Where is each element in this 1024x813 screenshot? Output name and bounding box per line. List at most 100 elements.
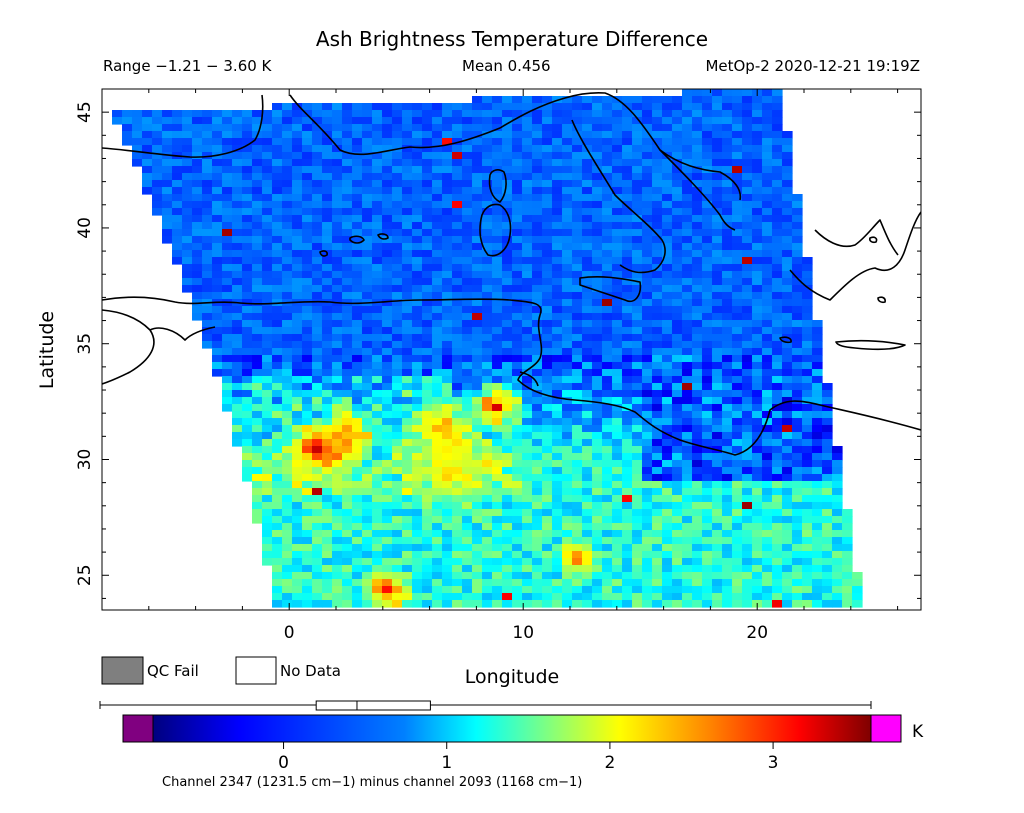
heatmap-cell	[672, 264, 683, 272]
heatmap-cell	[342, 439, 353, 447]
heatmap-cell	[482, 180, 493, 188]
heatmap-cell	[462, 467, 473, 475]
heatmap-cell	[762, 530, 773, 538]
heatmap-cell	[632, 544, 643, 552]
heatmap-cell	[552, 579, 563, 587]
heatmap-cell	[292, 383, 303, 391]
heatmap-cell	[202, 278, 213, 286]
heatmap-cell	[792, 453, 803, 461]
heatmap-cell	[492, 173, 503, 181]
heatmap-cell	[622, 397, 633, 405]
heatmap-cell	[802, 348, 813, 356]
heatmap-cell	[772, 467, 783, 475]
heatmap-cell	[312, 306, 323, 314]
heatmap-cell	[372, 467, 383, 475]
heatmap-cell	[242, 453, 253, 461]
heatmap-cell	[482, 593, 493, 601]
heatmap-cell	[732, 376, 743, 384]
heatmap-cell	[412, 292, 423, 300]
heatmap-cell	[622, 117, 633, 125]
heatmap-cell	[442, 299, 453, 307]
heatmap-cell	[632, 285, 643, 293]
heatmap-cell	[642, 159, 653, 167]
heatmap-cell	[552, 145, 563, 153]
heatmap-cell	[222, 138, 233, 146]
heatmap-cell	[552, 313, 563, 321]
heatmap-cell	[742, 166, 753, 174]
heatmap-cell	[322, 159, 333, 167]
heatmap-cell	[802, 488, 813, 496]
heatmap-cell	[492, 467, 503, 475]
heatmap-cell	[722, 236, 733, 244]
heatmap-cell	[372, 124, 383, 132]
heatmap-cell	[762, 341, 773, 349]
heatmap-cell	[222, 201, 233, 209]
heatmap-cell	[432, 572, 443, 580]
heatmap-cell	[432, 243, 443, 251]
heatmap-cell	[382, 250, 393, 258]
heatmap-cell	[232, 187, 243, 195]
heatmap-cell	[782, 425, 793, 433]
heatmap-cell	[542, 145, 553, 153]
heatmap-cell	[332, 425, 343, 433]
heatmap-cell	[562, 579, 573, 587]
heatmap-cell	[412, 502, 423, 510]
heatmap-cell	[762, 495, 773, 503]
heatmap-cell	[362, 502, 373, 510]
y-tick-label: 35	[75, 333, 95, 355]
heatmap-cell	[632, 586, 643, 594]
heatmap-cell	[212, 285, 223, 293]
heatmap-cell	[782, 292, 793, 300]
heatmap-cell	[662, 537, 673, 545]
heatmap-cell	[402, 369, 413, 377]
heatmap-cell	[632, 474, 643, 482]
heatmap-cell	[442, 271, 453, 279]
heatmap-cell	[422, 537, 433, 545]
heatmap-cell	[762, 117, 773, 125]
heatmap-cell	[512, 208, 523, 216]
heatmap-cell	[382, 530, 393, 538]
heatmap-cell	[672, 425, 683, 433]
heatmap-cell	[692, 446, 703, 454]
heatmap-cell	[242, 467, 253, 475]
heatmap-cell	[782, 460, 793, 468]
heatmap-cell	[352, 551, 363, 559]
heatmap-cell	[682, 278, 693, 286]
heatmap-cell	[622, 502, 633, 510]
heatmap-cell	[212, 145, 223, 153]
heatmap-cell	[332, 278, 343, 286]
heatmap-cell	[472, 369, 483, 377]
heatmap-cell	[262, 236, 273, 244]
heatmap-cell	[442, 103, 453, 111]
heatmap-cell	[202, 320, 213, 328]
heatmap-cell	[212, 313, 223, 321]
heatmap-cell	[782, 285, 793, 293]
heatmap-cell	[482, 271, 493, 279]
heatmap-cell	[412, 180, 423, 188]
heatmap-cell	[172, 166, 183, 174]
heatmap-cell	[592, 166, 603, 174]
heatmap-cell	[702, 96, 713, 104]
heatmap-cell	[692, 488, 703, 496]
heatmap-cell	[572, 222, 583, 230]
heatmap-cell	[642, 495, 653, 503]
heatmap-cell	[462, 306, 473, 314]
heatmap-cell	[422, 306, 433, 314]
heatmap-cell	[672, 481, 683, 489]
heatmap-cell	[382, 166, 393, 174]
heatmap-cell	[602, 397, 613, 405]
heatmap-cell	[762, 523, 773, 531]
heatmap-cell	[222, 306, 233, 314]
heatmap-cell	[282, 565, 293, 573]
heatmap-cell	[782, 264, 793, 272]
heatmap-cell	[782, 222, 793, 230]
heatmap-cell	[372, 208, 383, 216]
heatmap-cell	[712, 285, 723, 293]
heatmap-cell	[462, 180, 473, 188]
heatmap-cell	[352, 446, 363, 454]
heatmap-cell	[822, 418, 833, 426]
heatmap-cell	[662, 425, 673, 433]
heatmap-cell	[582, 110, 593, 118]
heatmap-cell	[352, 481, 363, 489]
heatmap-cell	[702, 369, 713, 377]
